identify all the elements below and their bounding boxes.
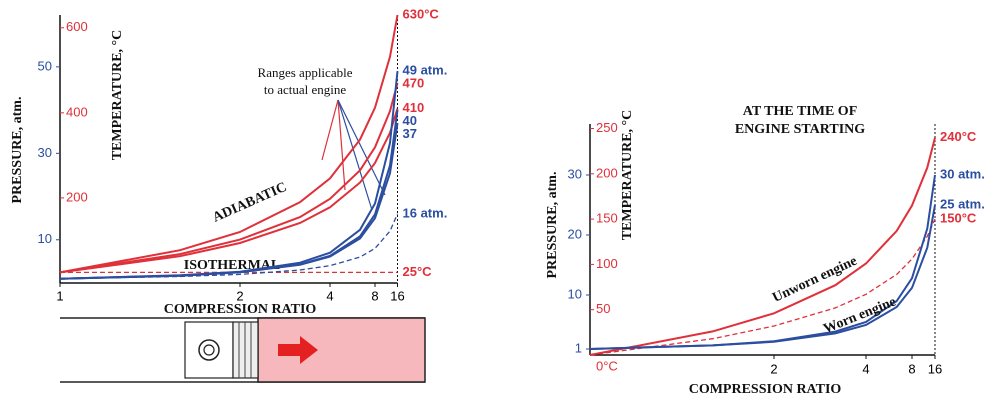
y2-tick-label: 400 — [66, 104, 88, 119]
y-tick-label: 30 — [568, 166, 582, 181]
series-line — [590, 175, 935, 349]
y-tick-label: 1 — [575, 340, 582, 355]
y-axis-label: PRESSURE, atm. — [545, 172, 560, 279]
series-name: Unworn engine — [770, 254, 859, 306]
y2-tick-label: 250 — [596, 120, 618, 135]
y2-tick-label: 50 — [596, 301, 610, 316]
value-label: 25°C — [403, 264, 433, 279]
x-axis-label: COMPRESSION RATIO — [689, 382, 842, 397]
value-label: 470 — [403, 76, 425, 91]
value-label: 25 atm. — [940, 196, 985, 211]
x-axis-label: COMPRESSION RATIO — [164, 302, 317, 317]
series-line — [590, 138, 935, 355]
series-name: ADIABATIC — [211, 180, 289, 226]
x-tick-label: 4 — [862, 361, 869, 376]
y2-tick-label: 200 — [66, 189, 88, 204]
annotation: Ranges applicable — [258, 65, 353, 80]
y2-tick-label: 150 — [596, 211, 618, 226]
x-tick-label: 8 — [371, 288, 378, 303]
series-name: Worn engine — [822, 294, 899, 337]
y2-tick-label: 100 — [596, 256, 618, 271]
y2-axis-label: TEMPERATURE, °C — [110, 30, 125, 161]
y2-tick-label: 600 — [66, 19, 88, 34]
x-tick-label: 1 — [56, 288, 63, 303]
x-tick-label: 8 — [908, 361, 915, 376]
series-line — [590, 219, 935, 355]
series-name: ISOTHERMAL — [184, 258, 280, 273]
y-tick-label: 50 — [38, 58, 52, 73]
chart-title: ENGINE STARTING — [735, 122, 865, 137]
x-tick-label: 2 — [770, 361, 777, 376]
x-tick-label: 16 — [928, 361, 942, 376]
cylinder-diagram — [60, 318, 425, 382]
x-tick-label: 4 — [326, 288, 333, 303]
value-label: 16 atm. — [403, 205, 448, 220]
x-tick-label: 16 — [390, 288, 404, 303]
x-tick-label: 2 — [236, 288, 243, 303]
y-tick-label: 10 — [568, 286, 582, 301]
annotation-arrows — [322, 100, 385, 210]
y-tick-label: 30 — [38, 145, 52, 160]
series-line — [590, 205, 935, 349]
y2-axis-label: TEMPERATURE, °C — [620, 110, 635, 241]
value-label: 37 — [403, 126, 417, 141]
y2-tick-label: 200 — [596, 165, 618, 180]
y-axis-label: PRESSURE, atm. — [10, 97, 25, 204]
value-label: 240°C — [940, 129, 977, 144]
y-tick-label: 10 — [38, 231, 52, 246]
value-label: 630°C — [403, 6, 440, 21]
value-label: 150°C — [940, 211, 977, 226]
y-tick-label: 20 — [568, 226, 582, 241]
value-label: 30 atm. — [940, 166, 985, 181]
y2-tick-label: 0°C — [596, 358, 618, 373]
annotation: to actual engine — [264, 82, 347, 97]
figure: 1 2 4 8 16 10 30 50 200 400 600 COMPRESSION RATIO PR… — [0, 0, 1008, 403]
chart-title: AT THE TIME OF — [743, 104, 858, 119]
